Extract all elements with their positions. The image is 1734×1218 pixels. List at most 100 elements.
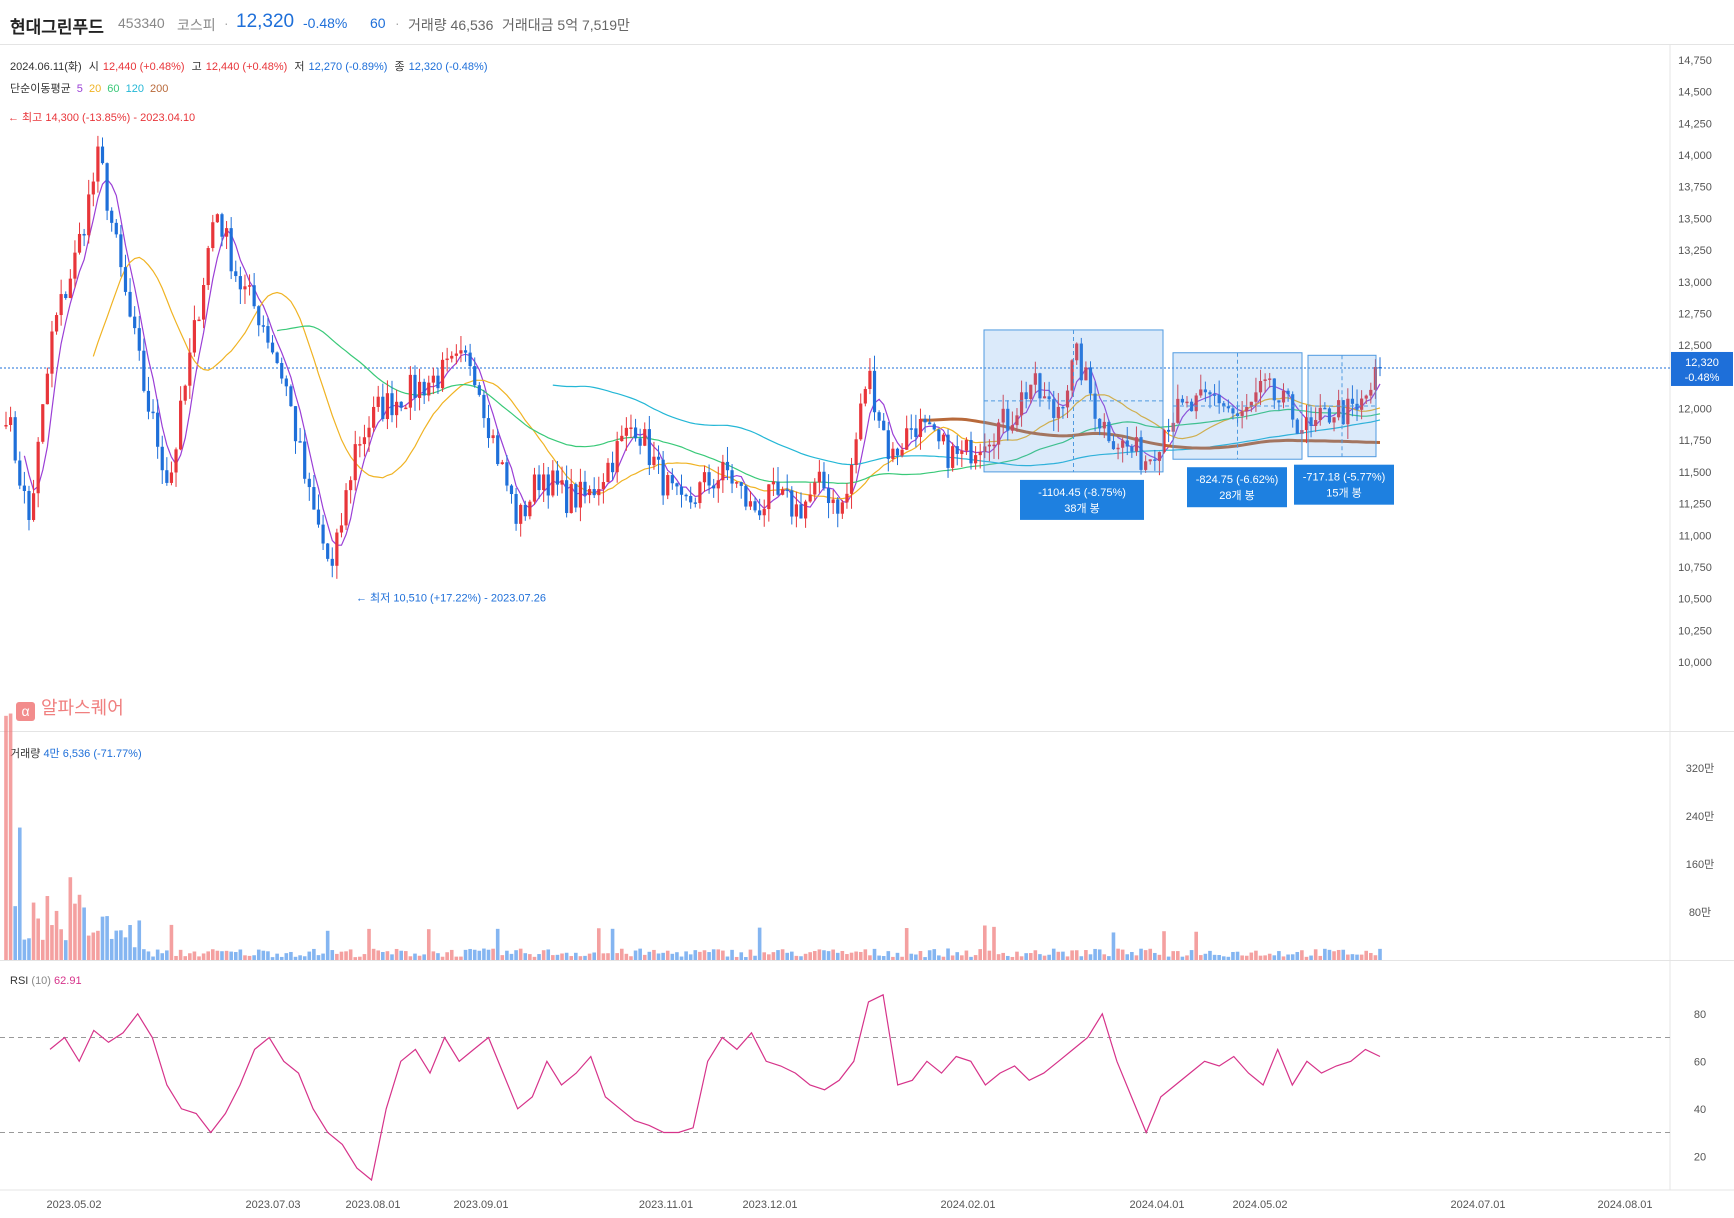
volume-bar <box>900 956 904 960</box>
candle-body <box>845 493 849 503</box>
volume-bar <box>868 955 872 960</box>
current-price: 12,320 <box>236 11 295 32</box>
volume-bar <box>247 955 252 960</box>
candle-body <box>937 429 941 442</box>
candle-body <box>1056 406 1060 418</box>
x-tick-label: 2024.05.02 <box>1232 1199 1287 1211</box>
volume-legend-value: 4만 6,536 <box>43 748 91 760</box>
candle-body <box>128 291 132 317</box>
volume-bar <box>96 930 100 960</box>
candle-body <box>1281 390 1286 403</box>
ma-legend[interactable]: 단순이동평균 5 20 60 120 200 <box>10 80 171 96</box>
volume-bar <box>1346 954 1350 960</box>
volume-bar <box>973 955 978 960</box>
candle-body <box>1194 395 1198 412</box>
price-tick-label: 13,250 <box>1678 245 1712 257</box>
candle-body <box>201 285 206 320</box>
candle-body <box>624 427 628 436</box>
volume-bar <box>1185 955 1189 960</box>
candle-body <box>519 504 523 524</box>
rsi-tick-label: 80 <box>1694 1009 1706 1021</box>
volume-bar <box>817 949 822 960</box>
volume-bar <box>491 948 495 960</box>
ohlc-legend: 2024.06.11(화) 시 12,440 (+0.48%) 고 12,440 (… <box>10 58 492 74</box>
candle-body <box>923 418 927 423</box>
candle-body <box>349 480 353 491</box>
pane-divider[interactable] <box>0 731 1734 732</box>
close-label: 종 <box>394 61 405 73</box>
volume-bar <box>1111 932 1116 960</box>
candle-body <box>505 462 509 486</box>
candle-body <box>73 252 77 279</box>
volume-bar <box>978 949 983 960</box>
volume-bar <box>394 948 399 960</box>
candle-body <box>417 381 422 398</box>
volume-bar <box>220 951 224 960</box>
candle-body <box>105 163 109 211</box>
volume-bar <box>105 916 109 960</box>
candle-body <box>762 509 766 516</box>
candle-body <box>77 233 82 253</box>
volume-bar <box>275 953 279 960</box>
candle-body <box>905 428 909 450</box>
volume-bar <box>1056 951 1061 960</box>
candle-body <box>716 480 720 489</box>
rsi-tick-label: 20 <box>1694 1151 1706 1163</box>
volume-bar <box>771 952 776 960</box>
volume-bar <box>863 949 868 960</box>
volume-bar <box>123 937 128 960</box>
stock-name[interactable]: 현대그린푸드 <box>10 18 104 37</box>
rsi-legend: RSI (10) 62.91 <box>10 975 82 987</box>
volume-bar <box>151 956 155 960</box>
candle-body <box>1323 407 1327 410</box>
volume-bar <box>619 948 624 960</box>
candle-body <box>123 267 128 292</box>
candle-body <box>367 427 371 438</box>
candle-body <box>1245 406 1249 412</box>
volume-bar <box>675 952 679 960</box>
volume-bar <box>1005 955 1010 960</box>
volume-bar <box>927 950 932 960</box>
volume-bar <box>1079 956 1084 960</box>
candle-body <box>633 427 638 439</box>
pane-divider[interactable] <box>0 960 1734 961</box>
price-tick-label: 12,750 <box>1678 308 1712 320</box>
candle-body <box>404 407 408 410</box>
volume-bar <box>1116 948 1120 960</box>
candle-body <box>969 439 973 464</box>
volume-bar <box>68 877 73 960</box>
volume-bar <box>762 952 767 960</box>
volume-bar <box>1355 954 1359 960</box>
candle-body <box>735 482 739 484</box>
volume-bar <box>716 949 721 960</box>
candle-body <box>211 222 215 249</box>
volume-bar <box>955 952 960 960</box>
stock-header: 현대그린푸드 453340 코스피 · 12,320 -0.48% 60 · 거… <box>0 0 1734 45</box>
candle-body <box>344 490 348 526</box>
candle-body <box>1111 441 1116 450</box>
volume-bar <box>858 951 863 960</box>
price-tick-label: 11,000 <box>1679 530 1712 542</box>
volume-bar <box>987 950 992 960</box>
candle-body <box>932 424 936 430</box>
interval-button[interactable]: 60 <box>370 15 386 31</box>
ohlc-date: 2024.06.11(화) <box>10 61 82 73</box>
candle-body <box>64 294 68 299</box>
high-value: 12,440 (+0.48%) <box>205 61 288 73</box>
volume-bar <box>188 953 192 960</box>
candle-body <box>854 439 858 465</box>
volume-bar <box>482 948 486 960</box>
candle-body <box>592 489 596 496</box>
volume-bar <box>59 929 63 960</box>
volume-bar <box>183 956 188 960</box>
candle-body <box>1006 408 1010 431</box>
candle-body <box>289 386 293 407</box>
candle-body <box>491 435 495 439</box>
volume-bar <box>1350 954 1355 960</box>
volume-bar <box>261 950 266 960</box>
candle-body <box>1157 452 1162 461</box>
candle-body <box>1346 398 1350 425</box>
volume-bar <box>877 955 881 960</box>
volume-bar <box>413 953 417 960</box>
